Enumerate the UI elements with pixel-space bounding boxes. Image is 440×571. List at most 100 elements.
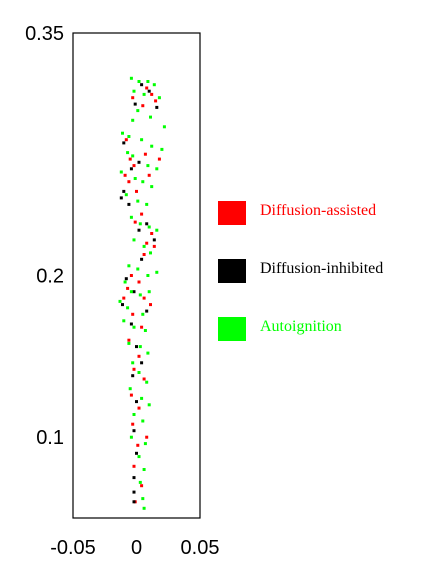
- point-autoignition-60: [143, 442, 147, 446]
- point-autoignition-65: [142, 506, 146, 510]
- point-diffusion-inhibited-2: [133, 102, 137, 106]
- point-diffusion-assisted-28: [127, 338, 131, 342]
- point-autoignition-55: [140, 396, 144, 400]
- point-autoignition-62: [142, 468, 146, 471]
- point-autoignition-42: [126, 306, 130, 310]
- point-autoignition-56: [147, 403, 151, 407]
- point-autoignition-20: [119, 170, 123, 174]
- point-autoignition-13: [140, 138, 144, 142]
- point-autoignition-39: [129, 290, 133, 294]
- point-diffusion-assisted-13: [147, 173, 151, 177]
- point-autoignition-32: [142, 244, 146, 248]
- point-diffusion-assisted-21: [137, 280, 141, 284]
- point-diffusion-inhibited-17: [145, 309, 149, 313]
- point-autoignition-26: [145, 202, 149, 206]
- point-autoignition-9: [131, 118, 135, 122]
- points-layer: [118, 76, 166, 510]
- point-autoignition-30: [155, 228, 159, 232]
- point-autoignition-59: [129, 435, 133, 439]
- point-autoignition-44: [141, 312, 145, 316]
- y-tick-label: 0.2: [36, 266, 64, 288]
- point-autoignition-7: [136, 109, 140, 113]
- legend-swatch-autoignition: [218, 317, 246, 341]
- point-diffusion-inhibited-23: [132, 429, 136, 433]
- point-autoignition-21: [133, 177, 137, 180]
- point-autoignition-0: [129, 76, 133, 80]
- point-autoignition-54: [128, 387, 132, 391]
- point-diffusion-inhibited-19: [135, 345, 138, 349]
- point-autoignition-24: [124, 193, 128, 197]
- point-diffusion-inhibited-5: [129, 167, 133, 171]
- point-diffusion-assisted-33: [137, 406, 141, 410]
- point-autoignition-36: [146, 274, 150, 277]
- point-diffusion-assisted-27: [140, 325, 144, 329]
- legend-swatch-diffusion-inhibited: [218, 259, 246, 283]
- point-diffusion-assisted-6: [128, 157, 132, 161]
- point-diffusion-assisted-20: [129, 274, 133, 277]
- point-diffusion-assisted-25: [149, 303, 152, 307]
- point-autoignition-58: [141, 419, 145, 423]
- point-diffusion-assisted-3: [131, 96, 135, 100]
- point-autoignition-6: [157, 96, 161, 100]
- tick-layer: -0.05 0 0.05 0.35 0.2 0.1: [25, 23, 219, 559]
- legend-label-diffusion-inhibited: Diffusion-inhibited: [260, 260, 384, 277]
- point-autoignition-4: [132, 89, 136, 93]
- point-diffusion-assisted-22: [126, 286, 130, 290]
- point-diffusion-assisted-19: [142, 253, 146, 256]
- point-diffusion-assisted-30: [132, 367, 136, 371]
- point-autoignition-53: [145, 380, 149, 384]
- point-diffusion-inhibited-8: [119, 196, 123, 200]
- point-autoignition-23: [150, 185, 154, 189]
- point-diffusion-assisted-2: [154, 99, 158, 103]
- point-diffusion-assisted-16: [150, 232, 154, 235]
- point-diffusion-assisted-23: [122, 296, 126, 300]
- point-autoignition-48: [127, 341, 131, 345]
- point-diffusion-inhibited-0: [140, 83, 144, 87]
- point-autoignition-28: [138, 222, 142, 226]
- point-autoignition-57: [132, 413, 136, 416]
- point-autoignition-15: [126, 151, 130, 155]
- point-autoignition-31: [132, 238, 136, 242]
- point-autoignition-49: [138, 345, 142, 349]
- point-diffusion-inhibited-7: [122, 189, 126, 193]
- x-tick-label: -0.05: [50, 537, 96, 559]
- point-diffusion-inhibited-15: [132, 290, 136, 294]
- point-diffusion-assisted-34: [131, 422, 135, 426]
- point-autoignition-50: [146, 351, 150, 355]
- point-diffusion-assisted-5: [124, 138, 128, 142]
- x-tick-label: 0: [131, 537, 142, 559]
- point-diffusion-assisted-15: [133, 220, 137, 224]
- point-diffusion-assisted-7: [132, 164, 136, 168]
- point-diffusion-inhibited-18: [129, 322, 133, 326]
- point-autoignition-46: [132, 325, 136, 329]
- point-autoignition-14: [150, 144, 154, 148]
- point-diffusion-assisted-37: [132, 464, 136, 468]
- point-diffusion-assisted-10: [123, 173, 127, 177]
- point-autoignition-2: [146, 80, 150, 83]
- point-autoignition-47: [143, 329, 147, 332]
- point-diffusion-assisted-9: [157, 157, 161, 161]
- point-autoignition-12: [127, 135, 131, 138]
- point-autoignition-16: [160, 147, 164, 151]
- y-tick-label: 0.1: [36, 427, 64, 449]
- point-autoignition-52: [137, 371, 141, 374]
- point-autoignition-19: [155, 167, 159, 171]
- x-tick-label: 0.05: [181, 537, 220, 559]
- point-autoignition-35: [136, 267, 140, 271]
- point-autoignition-51: [131, 361, 135, 365]
- point-autoignition-43: [147, 290, 151, 294]
- point-autoignition-10: [162, 125, 166, 129]
- point-diffusion-inhibited-13: [140, 257, 144, 261]
- point-diffusion-inhibited-6: [137, 160, 141, 164]
- point-diffusion-inhibited-9: [127, 202, 131, 206]
- point-diffusion-inhibited-4: [122, 141, 126, 145]
- point-diffusion-inhibited-20: [140, 361, 144, 365]
- point-autoignition-41: [118, 299, 122, 303]
- point-autoignition-63: [138, 480, 142, 484]
- point-autoignition-22: [141, 180, 145, 184]
- point-autoignition-1: [137, 80, 141, 83]
- point-diffusion-inhibited-27: [132, 500, 136, 504]
- point-autoignition-45: [122, 319, 126, 323]
- point-autoignition-64: [141, 497, 145, 501]
